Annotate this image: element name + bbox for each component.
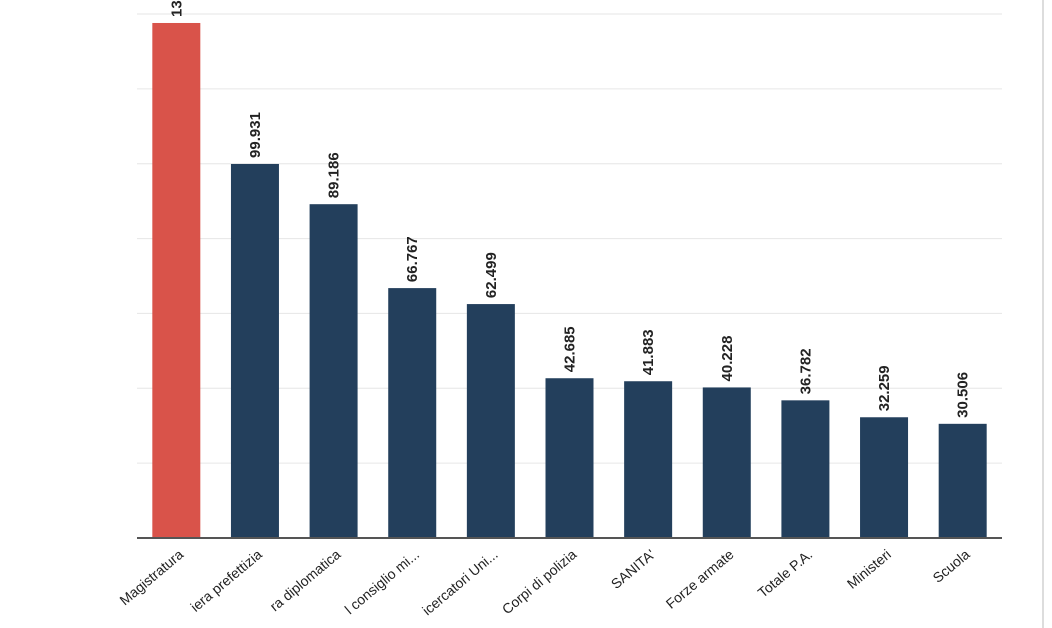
value-label: 41.883 [640,329,657,375]
bar [309,204,358,538]
bar [938,423,987,538]
value-label: 89.186 [326,152,343,198]
x-tick-label: Ministeri [844,546,894,592]
value-label: 13 [168,0,185,17]
bar [152,22,201,539]
x-tick-label: ra diplomatica [266,546,343,614]
bar [624,381,673,538]
value-label: 66.767 [404,236,421,282]
bar [545,378,594,538]
x-tick-label: Forze armate [663,546,737,612]
x-tick-label: iera prefettizia [187,546,265,615]
x-tick-label: Corpi di polizia [499,546,580,617]
bar [230,163,279,539]
x-tick-label: Magistratura [116,546,186,608]
bar [860,417,909,538]
bar [781,400,830,538]
value-label: 30.506 [955,372,972,418]
value-label: 36.782 [797,348,814,394]
value-label: 32.259 [876,365,893,411]
x-tick-label: Scuola [930,546,973,586]
x-tick-label: icercatori Uni... [419,546,501,618]
value-label: 62.499 [483,252,500,298]
x-tick-label: l consiglio mi... [342,546,423,617]
value-label: 42.685 [562,326,579,372]
value-label: 99.931 [247,112,264,158]
bar [702,387,751,538]
x-tick-label: Totale P.A. [755,546,816,601]
value-label: 40.228 [719,336,736,382]
bar [388,288,437,538]
x-tick-label: SANITA' [608,546,658,592]
bar [466,304,515,538]
